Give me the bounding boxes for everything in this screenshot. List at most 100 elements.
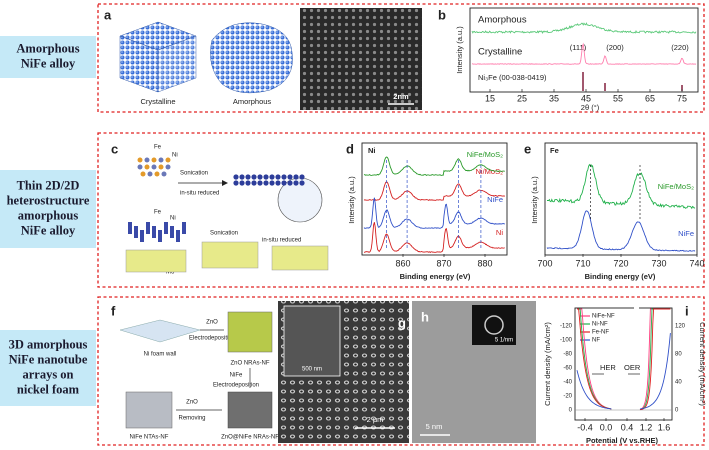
atom xyxy=(275,174,281,180)
y2-axis-label: Current density (mA/cm²) xyxy=(698,322,707,406)
section-frame xyxy=(97,296,705,446)
scale-label: 2 μm xyxy=(367,415,384,424)
lsv-trace xyxy=(639,308,671,411)
mos2-sheets xyxy=(201,241,259,269)
atom xyxy=(158,157,164,163)
step-label: Ni foam wall xyxy=(144,352,177,358)
atom xyxy=(137,164,143,170)
atom xyxy=(281,180,287,186)
lsv-trace xyxy=(577,308,612,410)
step-label: Electrodeposition xyxy=(189,336,235,342)
y-tick-label: -20 xyxy=(563,394,572,400)
chain xyxy=(182,222,186,234)
x-axis-label: 2θ (°) xyxy=(581,103,600,112)
atom xyxy=(144,164,150,170)
y-axis-label: Intensity (a.u.) xyxy=(455,26,464,74)
peak-label: (220) xyxy=(671,43,689,52)
y-axis-label: Intensity (a.u.) xyxy=(347,176,356,224)
plot-frame xyxy=(544,142,698,256)
arrow xyxy=(222,180,228,186)
panel-letter: i xyxy=(685,303,689,318)
section-frame xyxy=(97,3,705,113)
y-tick-label: -60 xyxy=(563,366,572,372)
x-tick-label: 0.4 xyxy=(621,422,634,432)
trace-label: Ni xyxy=(496,228,503,237)
atom xyxy=(151,157,157,163)
atom xyxy=(251,180,257,186)
atom xyxy=(251,174,257,180)
section-label: nickel foam xyxy=(17,382,80,396)
element-label: Fe xyxy=(550,146,559,155)
y2-tick-label: 40 xyxy=(675,380,682,386)
x-tick-label: 740 xyxy=(689,258,704,268)
section-label: heterostructure xyxy=(7,193,90,207)
atom xyxy=(263,180,269,186)
caption: Amorphous xyxy=(233,97,272,106)
chain xyxy=(146,222,150,234)
atom xyxy=(287,180,293,186)
section-label: NiFe alloy xyxy=(21,56,76,70)
x-tick-label: 880 xyxy=(477,258,492,268)
annotation: OER xyxy=(624,363,641,372)
atom xyxy=(269,180,275,186)
step-label: Electrodeposition xyxy=(213,383,259,389)
x-tick-label: 35 xyxy=(549,93,559,103)
plot-frame xyxy=(469,7,699,93)
xrd-trace xyxy=(471,22,697,34)
trace-label: NiFe xyxy=(678,229,694,238)
step-label: ZnO@NiFe NRAs-NF xyxy=(221,435,279,441)
reference-label: Ni₃Fe (00-038-0419) xyxy=(478,73,547,82)
y-tick-label: -100 xyxy=(560,338,573,344)
chain xyxy=(152,226,156,238)
x-tick-label: 75 xyxy=(677,93,687,103)
section-label: 3D amorphous xyxy=(9,337,88,351)
y-axis-label: Current density (mA/cm²) xyxy=(543,322,552,406)
atom-label: Fe xyxy=(154,210,162,216)
process-label: Sonication xyxy=(180,171,208,177)
atom xyxy=(165,157,171,163)
legend-label: NF xyxy=(592,338,600,344)
peak-label: (200) xyxy=(606,43,624,52)
atom xyxy=(275,180,281,186)
y-tick-label: -80 xyxy=(563,352,572,358)
atom xyxy=(263,174,269,180)
atom xyxy=(299,180,305,186)
chain xyxy=(128,222,132,234)
x-tick-label: 55 xyxy=(613,93,623,103)
mos2-sheets xyxy=(125,249,187,273)
atom-label: Fe xyxy=(154,145,162,151)
x-tick-label: 15 xyxy=(485,93,495,103)
panel-letter: d xyxy=(346,141,354,156)
panel-letter: g xyxy=(398,315,406,330)
x-axis-label: Potential (V vs.RHE) xyxy=(586,436,659,445)
lsv-trace xyxy=(639,333,671,410)
panel-letter: c xyxy=(111,141,118,156)
trace-label: Crystalline xyxy=(478,47,522,58)
y-tick-label: -120 xyxy=(560,324,573,330)
scale-label: 5 1/nm xyxy=(495,338,513,344)
xps-trace xyxy=(363,156,505,176)
atom xyxy=(137,157,143,163)
atom xyxy=(281,174,287,180)
x-tick-label: 710 xyxy=(575,258,590,268)
x-tick-label: 1.6 xyxy=(658,422,671,432)
atom xyxy=(147,171,153,177)
atom xyxy=(144,157,150,163)
saed-inset xyxy=(472,305,516,345)
legend-label: Ni-NF xyxy=(592,322,608,328)
chain xyxy=(134,226,138,238)
section-label: NiFe nanotube xyxy=(9,352,88,366)
panel-letter: a xyxy=(104,7,112,22)
scale-label: 2nm xyxy=(393,92,409,101)
amorphous-cluster xyxy=(210,22,293,94)
annotation: HER xyxy=(600,363,616,372)
atom xyxy=(151,164,157,170)
x-axis-label: Binding energy (eV) xyxy=(585,272,656,281)
xps-trace xyxy=(363,222,505,253)
core-shell-rods xyxy=(227,391,273,429)
chain xyxy=(176,230,180,242)
x-tick-label: 720 xyxy=(613,258,628,268)
trace-label: Ni/MoS₂ xyxy=(476,167,504,176)
axis-break xyxy=(634,305,639,311)
atom xyxy=(154,171,160,177)
